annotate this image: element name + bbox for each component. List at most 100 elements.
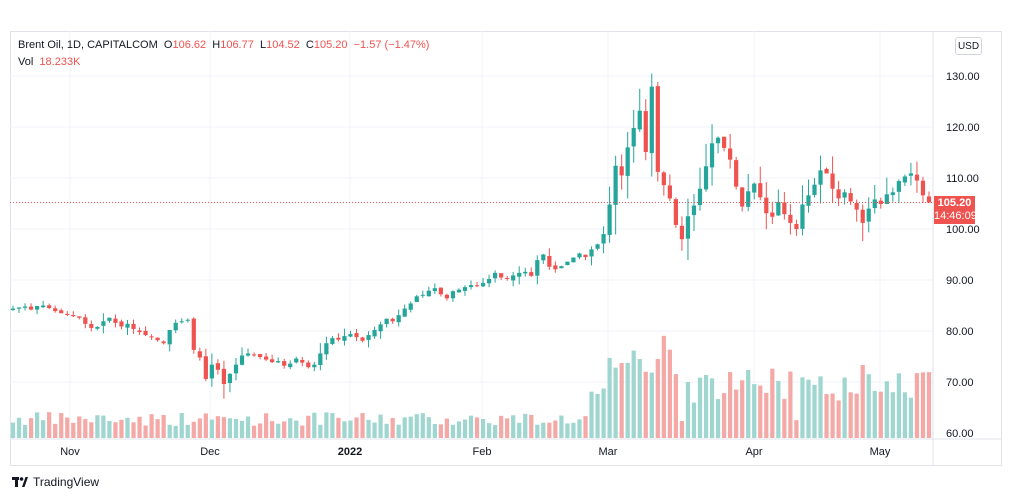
volume-bar xyxy=(854,393,859,438)
candle-body xyxy=(143,330,148,336)
volume-bar xyxy=(41,420,46,438)
volume-bar xyxy=(878,391,883,438)
volume-bar xyxy=(113,422,118,438)
candle-body xyxy=(764,197,769,214)
volume-bar xyxy=(438,424,443,438)
volume-bar xyxy=(902,392,908,438)
volume-bar xyxy=(77,416,82,438)
candle-body xyxy=(251,354,257,356)
y-tick-label: 130.00 xyxy=(946,71,980,83)
x-tick-label: Feb xyxy=(473,446,492,458)
volume-bar xyxy=(288,418,293,438)
volume-bar xyxy=(131,422,136,438)
volume-bar xyxy=(746,369,751,438)
candle-body xyxy=(402,308,407,317)
volume-bar xyxy=(908,397,914,438)
candle-body xyxy=(800,204,805,229)
candle-body xyxy=(776,201,781,216)
candle-body xyxy=(752,183,757,193)
volume-bar xyxy=(721,393,727,438)
candle-body xyxy=(830,173,835,189)
volume-bar xyxy=(679,421,685,438)
volume-bar xyxy=(884,381,889,438)
candle-body xyxy=(583,254,588,258)
candle-body xyxy=(119,321,124,327)
candle-body xyxy=(71,314,76,317)
volume-bar xyxy=(384,423,389,438)
candle-body xyxy=(16,307,22,309)
candle-body xyxy=(89,324,94,328)
volume-bar xyxy=(396,424,401,438)
candle-body xyxy=(324,343,329,355)
candle-body xyxy=(818,170,823,185)
candle-body xyxy=(619,166,624,176)
volume-bar xyxy=(119,419,124,438)
candle-body xyxy=(294,358,299,363)
volume-bar xyxy=(571,422,576,438)
volume-bar xyxy=(10,422,16,438)
volume-bar xyxy=(426,417,431,438)
volume-bar xyxy=(155,419,160,438)
x-tick-label: May xyxy=(870,446,891,458)
volume-bar xyxy=(709,378,715,438)
candle-body xyxy=(667,185,672,199)
candle-body xyxy=(288,363,293,368)
volume-bar xyxy=(71,422,76,438)
volume-bar xyxy=(553,420,558,438)
candle-body xyxy=(131,323,136,329)
volume-bar xyxy=(143,425,148,438)
candle-body xyxy=(715,137,721,144)
currency-button[interactable]: USD xyxy=(955,37,982,55)
open-value: 106.62 xyxy=(172,39,207,51)
candle-body xyxy=(348,334,353,337)
candle-body xyxy=(263,356,269,360)
volume-bar xyxy=(691,402,697,438)
volume-bar xyxy=(595,393,600,438)
candle-body xyxy=(782,202,787,215)
volume-bar xyxy=(541,422,546,438)
volume-bar xyxy=(101,415,106,438)
candle-body xyxy=(47,305,52,309)
volume-bar xyxy=(270,421,275,438)
volume-bar xyxy=(872,390,877,438)
tradingview-logo[interactable]: TradingView xyxy=(12,475,99,489)
volume-bar xyxy=(565,423,570,438)
volume-bar xyxy=(740,380,745,438)
candle-body xyxy=(354,333,359,338)
volume-bar xyxy=(860,365,865,438)
candle-body xyxy=(59,310,64,314)
volume-bar xyxy=(245,416,251,438)
candle-body xyxy=(721,136,727,148)
candle-body xyxy=(239,355,245,365)
candle-body xyxy=(535,260,540,276)
volume-bar xyxy=(28,418,34,438)
y-tick-label: 100.00 xyxy=(946,224,980,236)
candle-body xyxy=(860,209,865,223)
candle-body xyxy=(703,166,709,190)
volume-bar xyxy=(890,392,895,438)
volume-bar xyxy=(107,420,112,438)
candle-body xyxy=(221,368,227,385)
candle-body xyxy=(390,318,395,322)
open-label: O xyxy=(163,39,173,51)
candle-body xyxy=(34,306,40,310)
candle-body xyxy=(330,338,335,344)
x-tick-label: Mar xyxy=(599,446,618,458)
volume-bar xyxy=(806,379,811,438)
volume-bar xyxy=(697,377,703,438)
candle-body xyxy=(788,214,793,223)
volume-bar xyxy=(444,418,450,438)
volume-bar xyxy=(203,413,208,438)
volume-bar xyxy=(896,373,901,438)
volume-bar xyxy=(734,389,739,438)
candle-body xyxy=(480,283,486,287)
candle-body xyxy=(505,278,510,280)
candle-body xyxy=(601,234,606,244)
candle-body xyxy=(866,208,871,222)
volume-bar xyxy=(456,421,462,438)
candle-body xyxy=(541,254,546,261)
candle-body xyxy=(492,272,498,279)
volume-bar xyxy=(619,363,624,438)
candle-body xyxy=(65,313,70,315)
